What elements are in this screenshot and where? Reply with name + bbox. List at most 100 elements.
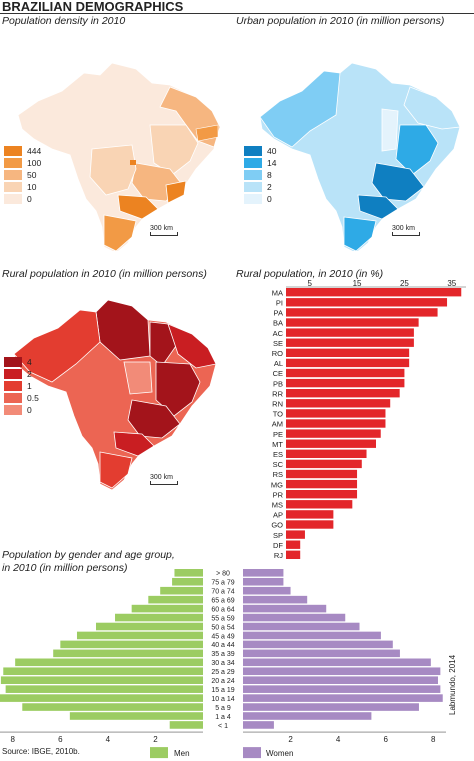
women-bar [243, 712, 372, 720]
rural-percent-bar [286, 399, 391, 408]
urban-swatch-2 [244, 157, 262, 168]
pyramid-title-line2: in 2010 (in million persons) [2, 562, 128, 574]
women-bar [243, 604, 327, 613]
urban-legend: 40 14 8 2 0 [244, 145, 304, 205]
age-group-label: 20 a 24 [211, 678, 234, 685]
pyramid-right-tick: 8 [431, 735, 436, 744]
rural-percent-category-label: SP [273, 531, 283, 540]
rural-legend: 4 2 1 0.5 0 [4, 356, 64, 416]
pyramid-left-tick: 2 [153, 735, 158, 744]
density-rj-es [165, 180, 187, 204]
men-bar [160, 586, 203, 595]
rural-percent-bar [286, 540, 301, 549]
age-group-label: 40 a 44 [211, 642, 234, 649]
density-legend-label: 10 [27, 181, 37, 192]
age-group-label: 25 a 29 [211, 669, 234, 676]
density-swatch-3 [4, 169, 22, 180]
rural-percent-category-label: CE [273, 369, 283, 378]
rural-legend-label: 4 [27, 356, 32, 367]
rural-percent-bar [286, 550, 301, 559]
age-group-label: 55 a 59 [211, 615, 234, 622]
urban-legend-label: 0 [267, 193, 272, 204]
women-bar [243, 640, 393, 649]
women-bar [243, 685, 441, 693]
women-bar [243, 721, 274, 729]
rural-percent-bar [286, 378, 405, 388]
men-bar [22, 703, 203, 711]
urban-swatch-4 [244, 181, 262, 192]
age-group-label: 75 a 79 [211, 580, 234, 587]
pyramid-right-tick: 2 [288, 735, 293, 744]
density-swatch-2 [4, 157, 22, 168]
women-bar [243, 667, 441, 676]
rural-percent-category-label: PE [273, 430, 283, 439]
age-group-label: 50 a 54 [211, 624, 234, 631]
rural-percent-bar [286, 288, 462, 297]
rural-percent-category-label: MA [272, 288, 283, 297]
rural-percent-category-label: ES [273, 450, 283, 459]
rural-percent-bar [286, 449, 367, 458]
men-bar [60, 640, 204, 649]
rural-percent-bar [286, 530, 305, 539]
source-note: Source: IBGE, 2010b. [2, 747, 80, 756]
rural-percent-category-label: RS [273, 470, 283, 479]
density-center-west [89, 144, 137, 196]
pyramid-right-tick: 6 [383, 735, 388, 744]
men-bar [15, 658, 204, 667]
rural-percent-bar [286, 389, 400, 398]
rural-swatch-4 [4, 392, 22, 403]
rural-percent-bar [286, 520, 334, 529]
credit-note: Labmundo, 2014 [448, 654, 457, 715]
rural-percent-bar [286, 429, 381, 438]
rural-percent-bar [286, 419, 386, 428]
rural-map-panel: Rural population in 2010 (in million per… [0, 268, 236, 498]
rural-percent-bar [286, 490, 358, 499]
density-pernambuco [195, 124, 219, 142]
rural-bahia [155, 361, 201, 417]
women-bar [243, 586, 291, 595]
women-bar [243, 613, 346, 622]
rural-percent-bar [286, 479, 358, 489]
page-title: BRAZILIAN DEMOGRAPHICS [0, 0, 474, 14]
urban-map-title: Urban population in 2010 (in million per… [236, 15, 445, 27]
men-bar [115, 613, 203, 622]
rural-percent-category-label: PB [273, 379, 283, 388]
men-bar [169, 721, 203, 729]
rural-scale-label: 300 km [150, 474, 173, 481]
density-legend-label: 100 [27, 157, 42, 168]
rural-maranhao [149, 321, 177, 367]
density-bahia [149, 124, 199, 176]
rural-percent-chart-title: Rural population, in 2010 (in %) [236, 268, 384, 280]
rural-percent-category-label: MS [272, 501, 283, 510]
density-swatch-1 [4, 145, 22, 156]
men-bar [174, 569, 203, 577]
urban-tocantins [381, 108, 399, 152]
women-bar [243, 703, 419, 711]
rural-swatch-2 [4, 368, 22, 379]
rural-percent-category-label: RR [272, 389, 283, 398]
rural-percent-category-label: PA [274, 309, 283, 318]
rural-scale: 300 km [150, 474, 178, 485]
density-legend-label: 0 [27, 193, 32, 204]
women-bar [243, 658, 431, 667]
rural-percent-category-label: DF [273, 541, 283, 550]
pyramid-title-line1: Population by gender and age group, [2, 549, 175, 561]
rural-percent-bar [286, 328, 414, 337]
rural-legend-label: 2 [27, 368, 32, 379]
women-bar [243, 577, 284, 586]
age-group-label: 1 a 4 [215, 714, 231, 721]
urban-swatch-3 [244, 169, 262, 180]
urban-legend-label: 8 [267, 169, 272, 180]
density-map-title: Population density in 2010 [2, 15, 126, 27]
rural-percent-x-tick: 35 [447, 279, 456, 288]
rural-tocantins [123, 361, 153, 395]
rural-swatch-5 [4, 404, 22, 415]
density-swatch-4 [4, 181, 22, 192]
legend-men-swatch [150, 747, 168, 759]
men-bar [131, 604, 203, 613]
rural-mg [127, 399, 181, 439]
rural-percent-category-label: RO [272, 349, 283, 358]
urban-legend-label: 14 [267, 157, 277, 168]
rural-percent-bar [286, 348, 410, 357]
